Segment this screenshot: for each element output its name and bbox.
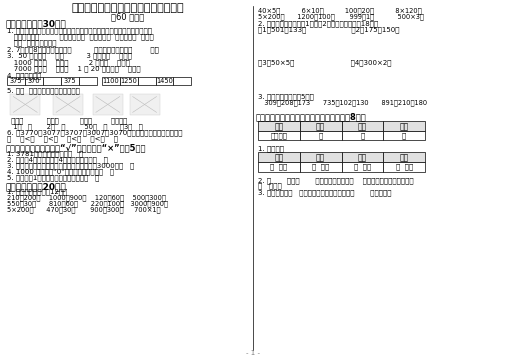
Text: 二、判一判。（正确的打“√”，错误的打“×”）（5分）: 二、判一判。（正确的打“√”，错误的打“×”）（5分） [6,144,146,153]
Bar [137,77,156,85]
Text: 宋磊: 宋磊 [400,154,409,163]
Text: 宋磊: 宋磊 [400,122,409,131]
Text: 青岛版五四制二年级数学下册期末试卷: 青岛版五四制二年级数学下册期末试卷 [71,3,184,13]
Text: 2. 用竖式计算。（第（1）、（2）小题要验算）（18分）: 2. 用竖式计算。（第（1）、（2）小题要验算）（18分） [258,20,378,27]
Text: 1450: 1450 [156,78,173,84]
Text: 2. 正方兲4条边都相等，4个角都是直角。（   ）: 2. 正方兲4条边都相等，4个角都是直角。（ ） [8,156,108,163]
Text: 四、下面是选举合唱队队长的得票统计。（8分）: 四、下面是选举合唱队队长的得票统计。（8分） [256,113,367,122]
Bar [8,77,25,85]
Bar [300,152,342,162]
Bar [61,77,79,85]
Bar [79,77,97,85]
Text: 正: 正 [402,132,406,139]
Text: - 1 -: - 1 - [246,349,260,355]
Text: 370: 370 [28,78,41,84]
Text: 李强: 李强 [316,154,325,163]
Text: 5. 三位数乘1个数，积一定是四位数。（   ）: 5. 三位数乘1个数，积一定是四位数。（ ） [8,174,100,180]
Text: 丁: 丁 [360,132,365,139]
Text: 4. 1000 中的两个“0”表示的意义相同。（   ）: 4. 1000 中的两个“0”表示的意义相同。（ ） [8,168,115,175]
Text: 刘勇: 刘勇 [358,122,367,131]
Bar [120,77,137,85]
Text: 3. 最小的四位数加上与它相邻的两个数，和是3000。（   ）: 3. 最小的四位数加上与它相邻的两个数，和是3000。（ ） [8,162,134,169]
Text: 台灯高           跳绳长          每分行         大象体重: 台灯高 跳绳长 每分行 大象体重 [8,117,127,124]
Text: 1（   ）       2（   ）         50（   ）      剠3（   ）: 1（ ） 2（ ） 50（ ） 剠3（ ） [8,123,143,130]
Bar [383,162,425,172]
Bar [258,121,300,131]
Bar [102,77,120,85]
Text: 刘勇: 刘勇 [358,154,367,163]
Text: （1）501－133＝                    （2）175＋150＝: （1）501－133＝ （2）175＋150＝ [258,26,400,33]
Bar [25,77,43,85]
Text: 1. 3781读作三千七百一。（   ）: 1. 3781读作三千七百一。（ ） [8,150,84,157]
Text: （  ）票: （ ）票 [312,164,329,170]
Text: 3. 计算下面各题。（5分）: 3. 计算下面各题。（5分） [258,93,314,100]
Text: （  ）票: （ ）票 [270,164,287,170]
Text: 5×200＝      1200＋100＝       999＋1＝           500×3＝: 5×200＝ 1200＋100＝ 999＋1＝ 500×3＝ [258,13,424,20]
Bar [53,93,83,115]
Text: 375: 375 [10,78,23,84]
Text: 正: 正 [318,132,323,139]
Bar [156,77,173,85]
Text: 上的数写作（         ），它是由（  ）个千，（  ）个百，（  ）个十: 上的数写作（ ），它是由（ ）个千，（ ）个百，（ ）个十 [8,33,154,40]
Text: 三、算一算。（20分）: 三、算一算。（20分） [6,182,66,191]
Text: 1000 米＝（    ）千米         2 吨＝（    ）千克: 1000 米＝（ ）千米 2 吨＝（ ）千克 [8,59,130,66]
Text: （   ）票。: （ ）票。 [258,183,282,189]
Text: 1. 直接写出得数。（12分）: 1. 直接写出得数。（12分） [8,189,68,195]
Bar [300,162,342,172]
Text: 3.  50 分米＝（    ）米          3 分米＝（    ）毫米: 3. 50 分米＝（ ）米 3 分米＝（ ）毫米 [8,53,132,59]
Bar [258,162,300,172]
Bar [258,131,300,140]
Bar [342,131,383,140]
Text: 3. 合唱队共有（   ）名队员投票，最终选出了（       ）为队长。: 3. 合唱队共有（ ）名队员投票，最终选出了（ ）为队长。 [258,190,391,197]
Bar [342,152,383,162]
Text: 4. 按规律填数。: 4. 按规律填数。 [8,72,42,78]
Text: 2. 7个千和8个十组成的数是（          ），它的近似数是（        ）。: 2. 7个千和8个十组成的数是（ ），它的近似数是（ ）。 [8,46,159,53]
Text: 309＋208－173      735－102＋130      891－210－180: 309＋208－173 735－102＋130 891－210－180 [258,99,427,106]
Text: （  ）票: （ ）票 [395,164,413,170]
Text: （  ）票: （ ）票 [354,164,371,170]
Bar [130,93,160,115]
Text: 1. 填一填。: 1. 填一填。 [258,145,284,152]
Bar [300,131,342,140]
Text: 2. （       ）和（       ）的得票同样多，（    ）的得票最少，他比王刚少: 2. （ ）和（ ）的得票同样多，（ ）的得票最少，他比王刚少 [258,177,414,184]
Text: 5×200＝      470＋30＝       900－300＝     700×1＝: 5×200＝ 470＋30＝ 900－300＝ 700×1＝ [8,207,161,213]
Text: 550＋30＝      810－60＝      220＋100＝   3000－900＝: 550＋30＝ 810－60＝ 220＋100＝ 3000－900＝ [8,200,168,207]
Text: 210＋200＝    1000－900＝    120＋60＝    500＋300＝: 210＋200＝ 1000－900＝ 120＋60＝ 500＋300＝ [8,195,166,201]
Bar [173,77,191,85]
Bar [342,121,383,131]
Text: 王刚: 王刚 [274,154,283,163]
Text: 和（  ）个一组成的。: 和（ ）个一组成的。 [8,40,57,47]
Text: （    ）<（    ）<（    ）<（    ）<（    ）: （ ）<（ ）<（ ）<（ ）<（ ） [8,136,118,142]
Text: 一、填一填。（30分）: 一、填一填。（30分） [6,19,66,28]
Text: 李强: 李强 [316,122,325,131]
Bar [383,152,425,162]
Text: 正正正一: 正正正一 [270,132,287,139]
Text: （60 分钟）: （60 分钟） [111,12,144,21]
Bar [10,93,40,115]
Text: 6. 扢3770，3077，3707，3007，3070按照从小到大的顺序排列是：: 6. 扢3770，3077，3707，3007，3070按照从小到大的顺序排列是… [8,130,183,136]
Text: 375: 375 [64,78,77,84]
Bar [383,121,425,131]
Text: 王刚: 王刚 [274,122,283,131]
Text: 7000 克＝（    ）千克    1 米 20 厘米＝（    ）厘米: 7000 克＝（ ）千克 1 米 20 厘米＝（ ）厘米 [8,66,141,72]
Text: 1100: 1100 [102,78,119,84]
Bar [342,162,383,172]
Text: 1250: 1250 [120,78,137,84]
Bar [43,77,61,85]
Text: 5. 在（  ）里填上合适的单位名称。: 5. 在（ ）里填上合适的单位名称。 [8,88,80,94]
Bar [93,93,123,115]
Bar [258,152,300,162]
Text: （3）50×5＝                         （4）300×2＝: （3）50×5＝ （4）300×2＝ [258,59,391,66]
Text: 1. 京杭大运河是世界上最长的人工运河，它全长一千七百九十七千米，横线: 1. 京杭大运河是世界上最长的人工运河，它全长一千七百九十七千米，横线 [8,27,153,34]
Bar [383,131,425,140]
Text: 40×5＝          6×10＝          100－20＝          8×120＝: 40×5＝ 6×10＝ 100－20＝ 8×120＝ [258,7,422,14]
Bar [300,121,342,131]
